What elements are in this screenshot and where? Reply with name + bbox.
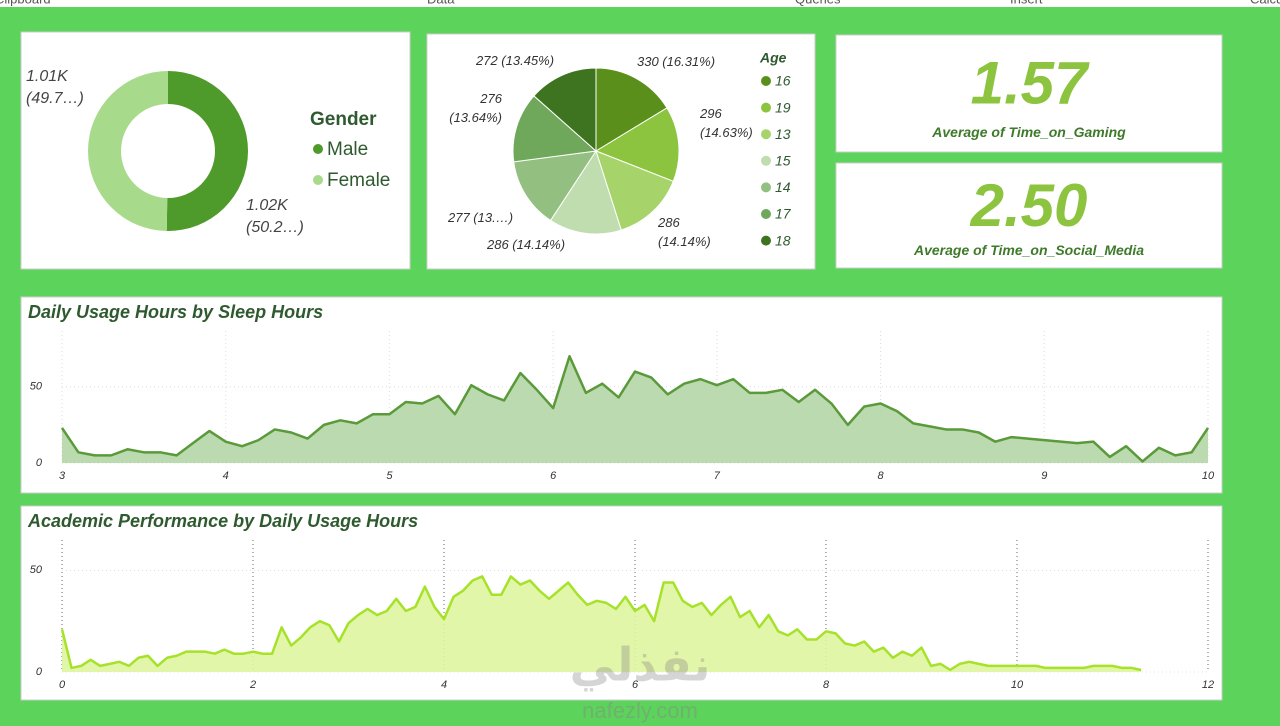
- x-tick-label: 4: [223, 470, 229, 482]
- slice: [512, 95, 598, 163]
- legend-label: 19: [775, 99, 791, 115]
- panel: [835, 162, 1223, 269]
- legend-dot: [761, 155, 771, 166]
- x-tick-label: 7: [714, 470, 721, 482]
- legend-dot: [761, 209, 771, 219]
- legend-dot: [761, 76, 771, 86]
- slice: [533, 67, 597, 153]
- legend-label: 14: [775, 179, 791, 195]
- ribbon-tab: Clipboard: [0, 0, 51, 6]
- y-tick-label: 50: [30, 381, 43, 393]
- data-label: 1.01K (49.7…): [26, 68, 84, 107]
- panel: [835, 34, 1223, 153]
- ribbon: [0, 0, 1280, 7]
- data-label: 272 (13.45%): [476, 53, 555, 68]
- legend-dot: [313, 144, 323, 154]
- legend-label: 16: [775, 73, 791, 89]
- slice: [595, 67, 668, 152]
- legend-dot: [761, 129, 771, 140]
- x-tick-label: 0: [59, 679, 66, 691]
- slice: [87, 71, 168, 231]
- data-label: 277 (13.…): [448, 210, 514, 225]
- x-tick-label: 9: [1041, 470, 1047, 482]
- data-label: 330 (16.31%): [637, 54, 716, 69]
- legend-label: 13: [775, 126, 791, 142]
- chart-title: Academic Performance by Daily Usage Hour…: [27, 511, 418, 531]
- legend-dot: [761, 235, 771, 246]
- x-tick-label: 10: [1011, 679, 1024, 691]
- x-tick-label: 6: [632, 679, 639, 691]
- data-label: 286 (14.14%): [658, 215, 711, 249]
- slice: [594, 107, 680, 182]
- slice: [513, 150, 598, 222]
- legend-title: Gender: [310, 109, 377, 130]
- area: [62, 356, 1208, 463]
- card-value: 1.57: [971, 49, 1090, 116]
- card-label: Average of Time_on_Social_Media: [913, 242, 1144, 258]
- x-tick-label: 10: [1202, 470, 1215, 482]
- y-tick-label: 0: [36, 457, 43, 469]
- line: [60, 575, 1142, 672]
- legend-label: Male: [327, 139, 368, 160]
- x-tick-label: 4: [441, 679, 447, 691]
- legend-label: 15: [775, 153, 791, 169]
- chart-title: Daily Usage Hours by Sleep Hours: [28, 302, 323, 322]
- legend-title: Age: [759, 50, 787, 66]
- ribbon-tab: Calculations: [1250, 0, 1280, 6]
- x-tick-label: 6: [550, 470, 557, 482]
- legend-dot: [761, 102, 771, 113]
- x-tick-label: 8: [878, 470, 885, 482]
- slice: [549, 149, 622, 235]
- ribbon-tab: Data: [427, 0, 455, 6]
- legend-label: Female: [327, 170, 390, 191]
- watermark: nafezly.com: [582, 698, 698, 723]
- legend-dot: [761, 182, 771, 193]
- data-label: 296 (14.63%): [700, 106, 753, 140]
- data-label: 1.02K (50.2…): [246, 197, 304, 236]
- x-tick-label: 2: [249, 679, 256, 691]
- x-tick-label: 8: [823, 679, 830, 691]
- watermark: نفذلي: [570, 638, 711, 692]
- ribbon-tab: Queries: [795, 0, 841, 6]
- area: [62, 576, 1142, 672]
- slice: [166, 71, 248, 231]
- data-label: 276 (13.64%): [449, 91, 502, 125]
- data-label: 286 (14.14%): [487, 237, 566, 252]
- legend-label: 18: [775, 232, 791, 248]
- x-tick-label: 3: [59, 470, 66, 482]
- legend-label: 17: [775, 206, 792, 222]
- legend-dot: [313, 175, 323, 185]
- y-tick-label: 50: [30, 564, 43, 576]
- card-value: 2.50: [970, 172, 1088, 239]
- x-tick-label: 12: [1202, 679, 1214, 691]
- x-tick-label: 5: [386, 470, 393, 482]
- ribbon-tab: Insert: [1010, 0, 1043, 6]
- y-tick-label: 0: [36, 666, 43, 678]
- card-label: Average of Time_on_Gaming: [931, 124, 1126, 140]
- line: [60, 355, 1210, 463]
